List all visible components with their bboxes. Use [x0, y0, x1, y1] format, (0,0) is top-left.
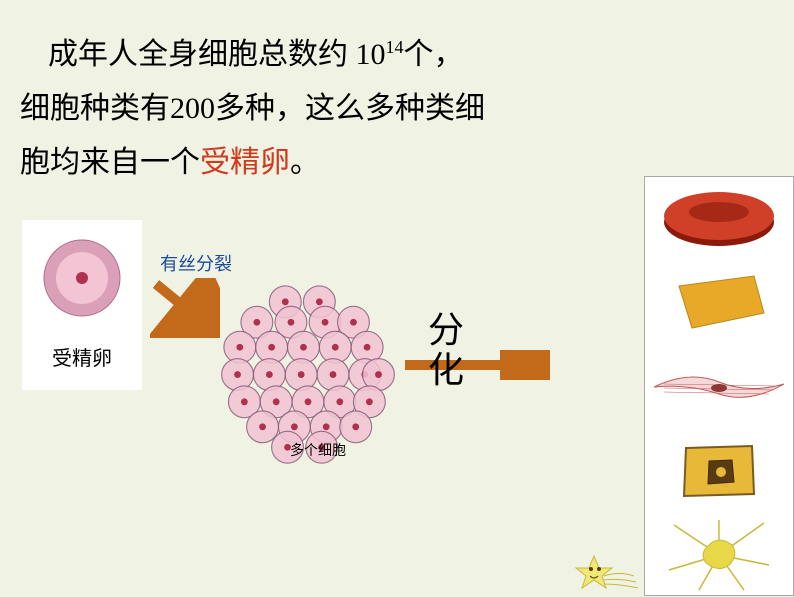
line3-pre: 胞均来自一个 [20, 146, 200, 179]
line2-pre: 细胞种类有200多种，这么多种类细 [20, 92, 485, 125]
fertilized-egg-icon [42, 238, 122, 318]
differentiated-cells-panel [644, 176, 794, 596]
text-line-1: 成年人全身细胞总数约 1014个， [48, 28, 620, 82]
fertilized-egg-label: 受精卵 [22, 342, 142, 371]
diff-char-2: 化 [428, 350, 464, 390]
red-blood-cell-icon [645, 177, 793, 261]
diff-char-1: 分 [428, 310, 464, 350]
line3-highlight: 受精卵 [200, 146, 290, 179]
line1-pre: 成年人全身细胞总数约 10 [48, 38, 386, 71]
main-text: 成年人全身细胞总数约 1014个， 细胞种类有200多种，这么多种类细 胞均来自… [20, 28, 620, 190]
text-line-3: 胞均来自一个受精卵。 [20, 136, 620, 190]
differentiation-label: 分 化 [428, 310, 464, 389]
star-decoration-icon [564, 536, 644, 596]
line3-post: 。 [290, 146, 320, 179]
line1-post: 个， [404, 38, 464, 71]
text-line-2: 细胞种类有200多种，这么多种类细 [20, 82, 620, 136]
line1-sup: 14 [386, 37, 404, 57]
muscle-cell-icon [645, 345, 793, 429]
fat-cell-icon [645, 261, 793, 345]
neuron-cell-icon [645, 513, 793, 597]
epithelial-cell-icon [645, 429, 793, 513]
fertilized-egg-box: 受精卵 [22, 220, 142, 390]
multicell-label: 多个细胞 [290, 440, 346, 460]
arrow-differentiation-icon [400, 350, 550, 380]
